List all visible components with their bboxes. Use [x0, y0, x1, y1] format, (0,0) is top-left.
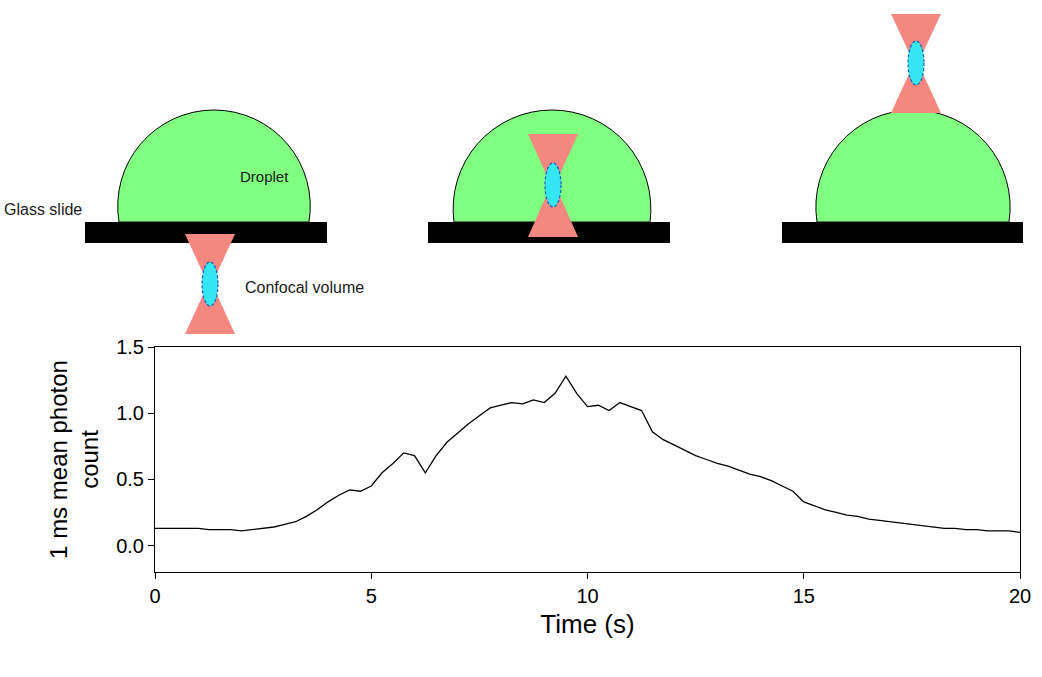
svg-text:0.5: 0.5	[116, 468, 144, 490]
svg-text:Time (s): Time (s)	[540, 609, 634, 639]
svg-text:Droplet: Droplet	[240, 168, 289, 185]
svg-text:10: 10	[576, 585, 598, 607]
svg-text:0: 0	[149, 585, 160, 607]
svg-text:Glass slide: Glass slide	[4, 201, 82, 218]
svg-text:1.0: 1.0	[116, 402, 144, 424]
svg-text:1.5: 1.5	[116, 336, 144, 358]
svg-text:1 ms mean photoncount: 1 ms mean photoncount	[45, 360, 103, 559]
svg-text:15: 15	[793, 585, 815, 607]
svg-text:20: 20	[1009, 585, 1031, 607]
svg-text:Confocal volume: Confocal volume	[245, 279, 364, 296]
svg-text:0.0: 0.0	[116, 535, 144, 557]
svg-text:5: 5	[366, 585, 377, 607]
